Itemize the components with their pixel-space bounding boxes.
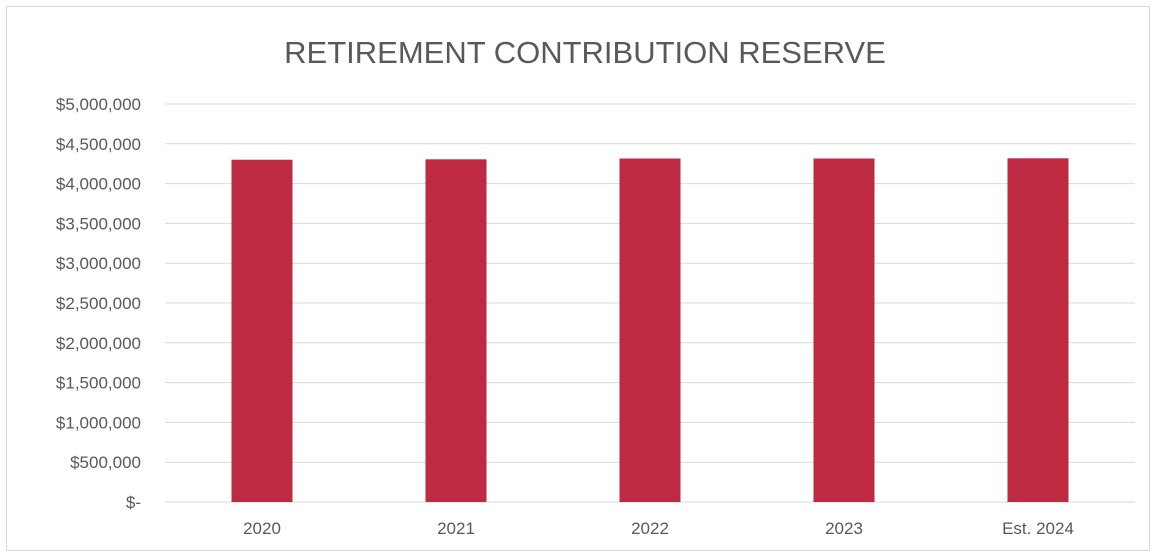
y-tick-label: $3,500,000 (56, 214, 141, 233)
y-tick-label: $500,000 (70, 453, 141, 472)
y-tick-label: $4,500,000 (56, 135, 141, 154)
y-tick-label: $4,000,000 (56, 175, 141, 194)
y-tick-label: $1,000,000 (56, 413, 141, 432)
x-tick-label: Est. 2024 (1002, 519, 1074, 538)
bar-2022 (619, 158, 681, 502)
y-tick-label: $3,000,000 (56, 254, 141, 273)
x-axis-tick-labels: 2020 2021 2022 2023 Est. 2024 (243, 519, 1074, 538)
chart-title: RETIREMENT CONTRIBUTION RESERVE (284, 35, 886, 70)
y-tick-label: $2,500,000 (56, 294, 141, 313)
y-tick-label: $5,000,000 (56, 95, 141, 114)
bar-2020 (231, 159, 293, 502)
x-tick-label: 2022 (631, 519, 669, 538)
bar-est-2024 (1007, 158, 1069, 502)
x-tick-label: 2020 (243, 519, 281, 538)
x-tick-label: 2023 (825, 519, 863, 538)
y-tick-label: $2,000,000 (56, 334, 141, 353)
bar-2021 (425, 159, 487, 502)
y-tick-label: $- (126, 493, 141, 512)
bar-2023 (813, 158, 875, 502)
y-tick-label: $1,500,000 (56, 374, 141, 393)
x-tick-label: 2021 (437, 519, 475, 538)
chart-frame (6, 6, 1150, 551)
y-axis-tick-labels: $- $500,000 $1,000,000 $1,500,000 $2,000,000… (56, 95, 141, 512)
bars (231, 158, 1069, 502)
